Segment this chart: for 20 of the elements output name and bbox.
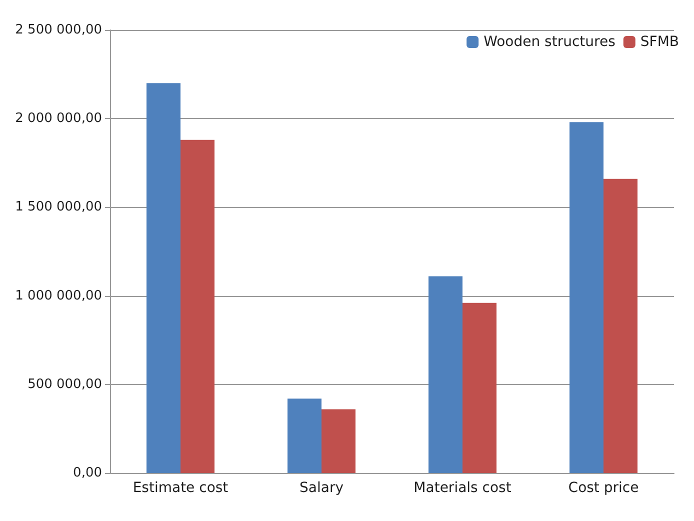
bar <box>322 409 356 473</box>
bar <box>462 302 496 473</box>
legend-label: Wooden structures <box>484 34 616 50</box>
bar <box>570 122 604 473</box>
y-tick-label: 0,00 <box>73 466 102 480</box>
y-tick-label: 500 000,00 <box>28 376 102 392</box>
x-tick-label: Cost price <box>568 480 639 496</box>
legend-label: SFMB <box>640 34 679 50</box>
y-tick-label: 1 500 000,00 <box>15 200 102 215</box>
bar <box>288 398 322 473</box>
x-tick-label: Salary <box>300 480 344 496</box>
y-tick-label: 2 000 000,00 <box>15 111 102 126</box>
y-tick-label: 1 000 000,00 <box>15 288 102 304</box>
y-tick-label: 2 500 000,00 <box>15 22 102 38</box>
bar <box>428 276 462 473</box>
x-tick-label: Materials cost <box>414 480 512 496</box>
bar <box>146 83 180 473</box>
bar <box>604 178 638 473</box>
x-tick-label: Estimate cost <box>132 480 229 496</box>
bar <box>180 140 214 473</box>
